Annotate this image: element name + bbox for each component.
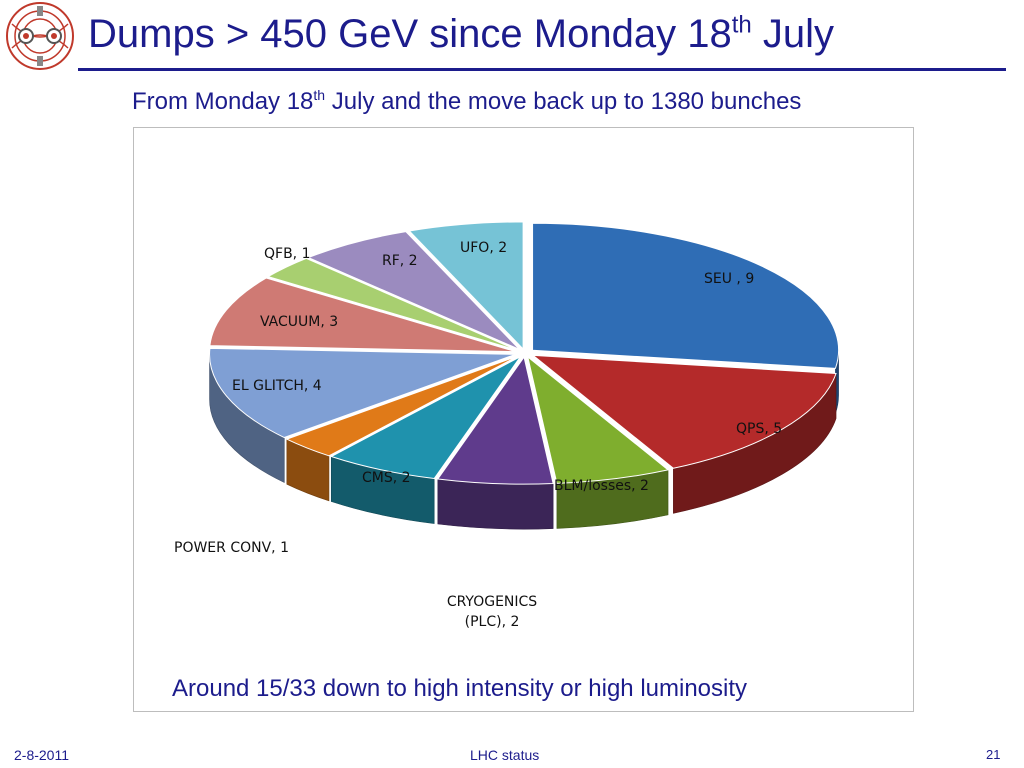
pie-label-cms-2: CMS, 2 (362, 470, 411, 486)
slide-title-superscript: th (731, 11, 752, 39)
pie-slice-ufo-2 (408, 221, 524, 351)
pie-labels: SEU , 9 QPS, 5 BLM/losses, 2 CRYOGENICS (PLC… (174, 240, 782, 630)
pie-label-blm-losses-2: BLM/losses, 2 (554, 478, 649, 494)
pie-label-qps-5: QPS, 5 (736, 421, 782, 437)
pie-slice-cms-2 (329, 356, 521, 480)
page-number: 21 (986, 747, 1001, 762)
slide-subtitle: From Monday 18th July and the move back … (132, 88, 801, 116)
dump-causes-pie-chart: SEU , 9 QPS, 5 BLM/losses, 2 CRYOGENICS (PLC… (174, 221, 840, 630)
pie-label-qfb-1: QFB, 1 (264, 246, 310, 262)
footer-title: LHC status (470, 747, 540, 763)
lhc-logo-icon (6, 2, 74, 70)
subtitle-rest: July and the move back up to 1380 bunche… (325, 88, 802, 115)
pie-label-cryogenics-plc-2: CRYOGENICS (PLC), 2 (447, 594, 537, 630)
pie-side-cryogenics-plc-2 (437, 478, 554, 530)
chart-caption: Around 15/33 down to high intensity or h… (172, 675, 748, 702)
pie-slice-power-conv-1 (285, 355, 519, 457)
chart-frame: SEU , 9 QPS, 5 BLM/losses, 2 CRYOGENICS (PLC… (133, 127, 914, 712)
slide-title-text: Dumps > 450 GeV since Monday 18 (88, 12, 732, 56)
pie-label-ufo-2: UFO, 2 (460, 240, 507, 256)
pie-slice-blm-losses-2 (527, 355, 670, 484)
pie-slice-qfb-1 (266, 257, 518, 351)
footer-date: 2-8-2011 (14, 747, 70, 763)
slide-title: Dumps > 450 GeV since Monday 18th July (88, 6, 834, 62)
pie-slice-el-glitch-4 (209, 347, 516, 439)
pie-slice-rf-2 (307, 231, 520, 350)
title-underline (78, 68, 1006, 71)
pie-slice-vacuum-3 (209, 277, 516, 353)
subtitle-superscript: th (313, 87, 326, 103)
pie-slice-seu-9 (532, 222, 840, 369)
pie-slice-qps-5 (531, 354, 837, 469)
pie-tops (209, 221, 840, 485)
pie-label-el-glitch-4: EL GLITCH, 4 (232, 378, 322, 394)
subtitle-text: From Monday 18 (132, 88, 314, 115)
slide-title-month: July (751, 12, 834, 56)
pie-label-rf-2: RF, 2 (382, 253, 418, 269)
pie-label-power-conv-1: POWER CONV, 1 (174, 540, 289, 556)
pie-slice-cryogenics-plc-2 (436, 355, 554, 485)
pie-label-vacuum-3: VACUUM, 3 (260, 314, 338, 330)
pie-label-seu-9: SEU , 9 (704, 271, 754, 287)
